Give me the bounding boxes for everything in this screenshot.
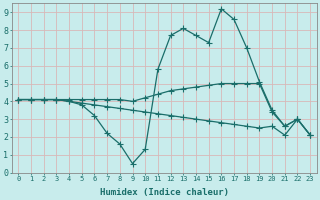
X-axis label: Humidex (Indice chaleur): Humidex (Indice chaleur) [100, 188, 229, 197]
